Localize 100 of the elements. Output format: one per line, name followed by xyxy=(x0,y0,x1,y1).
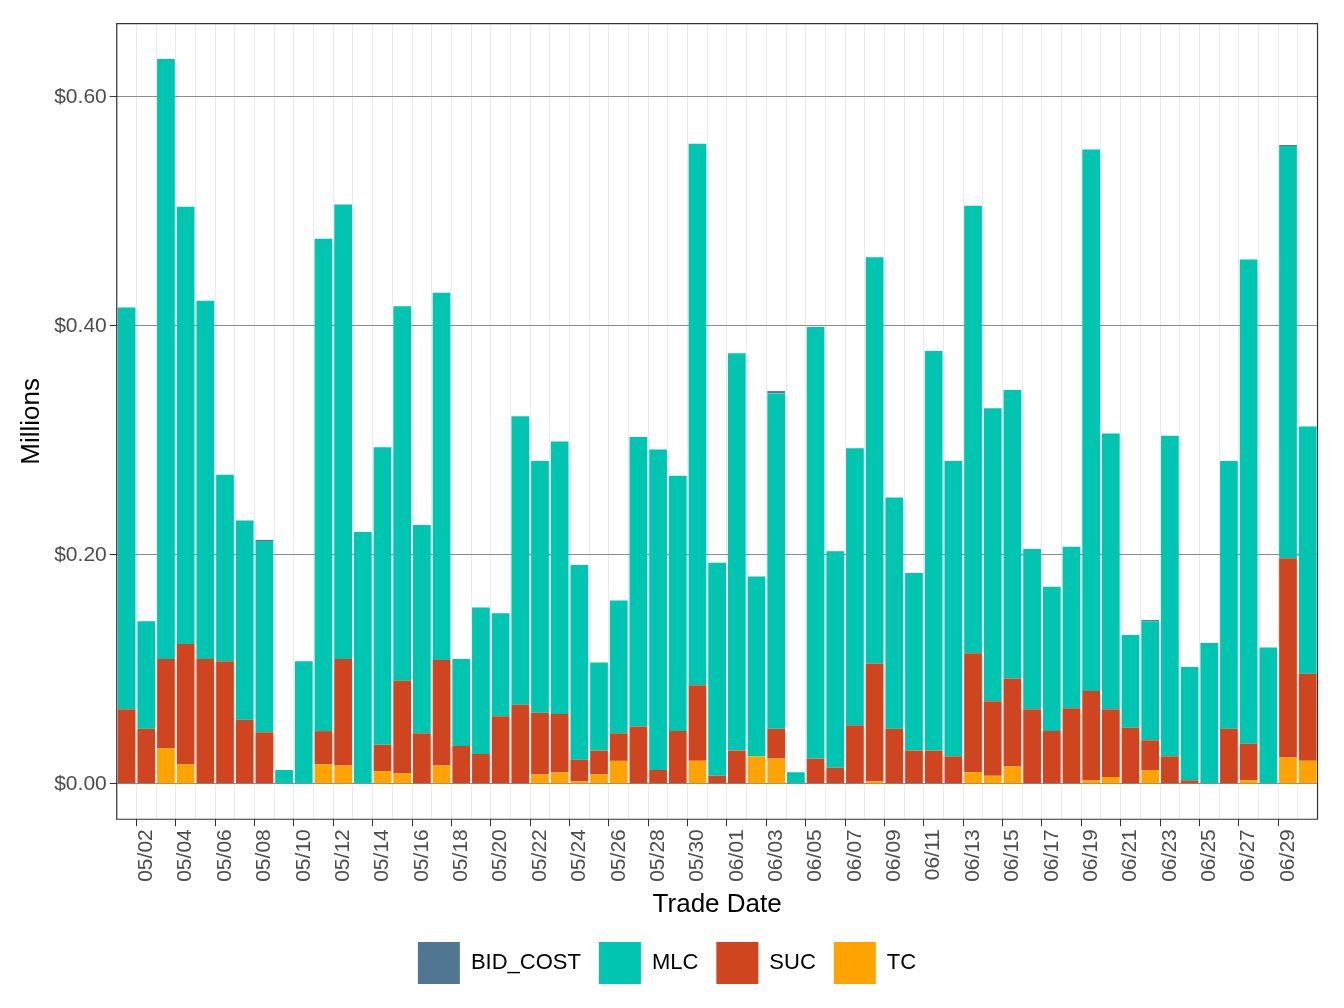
bar xyxy=(1023,549,1041,710)
bar xyxy=(1121,634,1140,728)
bar xyxy=(314,764,333,784)
bar xyxy=(944,756,963,784)
bar xyxy=(787,772,805,784)
y-tick-label: $0.00 xyxy=(54,770,107,794)
bar xyxy=(373,744,392,772)
bar xyxy=(157,59,175,659)
bar xyxy=(846,725,864,784)
legend-label: BID_COST xyxy=(470,949,581,975)
x-tick-label: 05/04 xyxy=(172,828,196,882)
legend-label: TC xyxy=(886,949,917,975)
legend-label: SUC xyxy=(769,949,816,975)
bar xyxy=(452,745,471,784)
bar xyxy=(353,531,372,784)
bar xyxy=(1082,149,1101,692)
bar xyxy=(1101,433,1120,710)
bar xyxy=(1279,757,1297,784)
bar xyxy=(885,728,904,784)
bar xyxy=(1279,146,1297,559)
bar xyxy=(983,408,1002,702)
x-tick-label: 06/09 xyxy=(881,829,905,882)
bar xyxy=(629,726,648,784)
bar xyxy=(924,351,943,751)
bar xyxy=(1239,780,1258,784)
bar xyxy=(1082,780,1101,784)
bar xyxy=(314,731,333,765)
bar xyxy=(924,750,943,784)
bar xyxy=(590,750,608,775)
x-tick-label: 05/16 xyxy=(408,829,432,882)
x-tick-label: 06/29 xyxy=(1274,829,1298,882)
x-tick-label: 05/06 xyxy=(211,829,235,882)
bar xyxy=(806,758,825,784)
bar xyxy=(727,353,746,751)
bar xyxy=(1101,776,1120,784)
bar xyxy=(511,416,530,705)
bar xyxy=(1220,728,1238,784)
bar xyxy=(1141,770,1160,784)
x-tick-label: 06/15 xyxy=(999,829,1023,882)
bar xyxy=(964,205,982,654)
bar xyxy=(432,660,451,766)
bar xyxy=(1023,709,1041,784)
bar xyxy=(1042,731,1061,784)
bar xyxy=(255,732,274,784)
bar xyxy=(590,774,608,784)
bar xyxy=(531,712,549,775)
bar xyxy=(688,143,707,686)
bar xyxy=(1180,666,1199,781)
bar xyxy=(255,541,274,733)
bar xyxy=(708,562,726,776)
bar xyxy=(393,773,412,784)
bar xyxy=(314,238,333,732)
x-tick-label: 05/18 xyxy=(448,829,472,882)
bar xyxy=(157,748,175,784)
bar xyxy=(1141,740,1160,771)
bar xyxy=(452,658,471,746)
bar xyxy=(905,750,923,784)
bar xyxy=(649,449,667,771)
bar xyxy=(1042,586,1061,732)
bar xyxy=(590,662,608,751)
legend-label: MLC xyxy=(651,949,699,975)
bar xyxy=(334,765,352,784)
x-tick-label: 05/14 xyxy=(369,828,393,882)
bar xyxy=(826,551,845,768)
x-tick-label: 06/03 xyxy=(762,829,786,882)
bar xyxy=(668,475,687,732)
bar xyxy=(1161,435,1179,757)
bar xyxy=(235,520,254,720)
bar xyxy=(1298,426,1317,674)
bar xyxy=(137,728,156,784)
bar xyxy=(117,307,136,710)
bar xyxy=(1003,766,1022,784)
x-tick-label: 06/07 xyxy=(841,829,865,882)
bar xyxy=(275,770,293,784)
bar xyxy=(491,716,510,784)
bar xyxy=(531,774,549,784)
bar xyxy=(1239,259,1258,744)
x-tick-label: 05/28 xyxy=(644,829,668,882)
bar xyxy=(1062,708,1081,784)
bar xyxy=(216,661,234,784)
bar xyxy=(472,753,490,784)
bar xyxy=(176,764,195,784)
bar xyxy=(1279,558,1297,758)
bar xyxy=(983,701,1002,776)
x-tick-label: 05/22 xyxy=(526,829,550,882)
bar xyxy=(944,460,963,757)
bar xyxy=(826,767,845,784)
bar xyxy=(609,733,628,761)
bar xyxy=(609,600,628,734)
bar xyxy=(885,497,904,729)
bar xyxy=(1220,460,1238,729)
bar xyxy=(865,257,884,664)
bar xyxy=(688,685,707,761)
bar xyxy=(668,731,687,784)
x-tick-label: 06/23 xyxy=(1156,829,1180,882)
bar xyxy=(117,709,136,784)
bar xyxy=(1161,756,1179,784)
bar xyxy=(1239,743,1258,781)
x-tick-label: 06/11 xyxy=(920,829,944,881)
x-tick-label: 05/30 xyxy=(684,829,708,882)
